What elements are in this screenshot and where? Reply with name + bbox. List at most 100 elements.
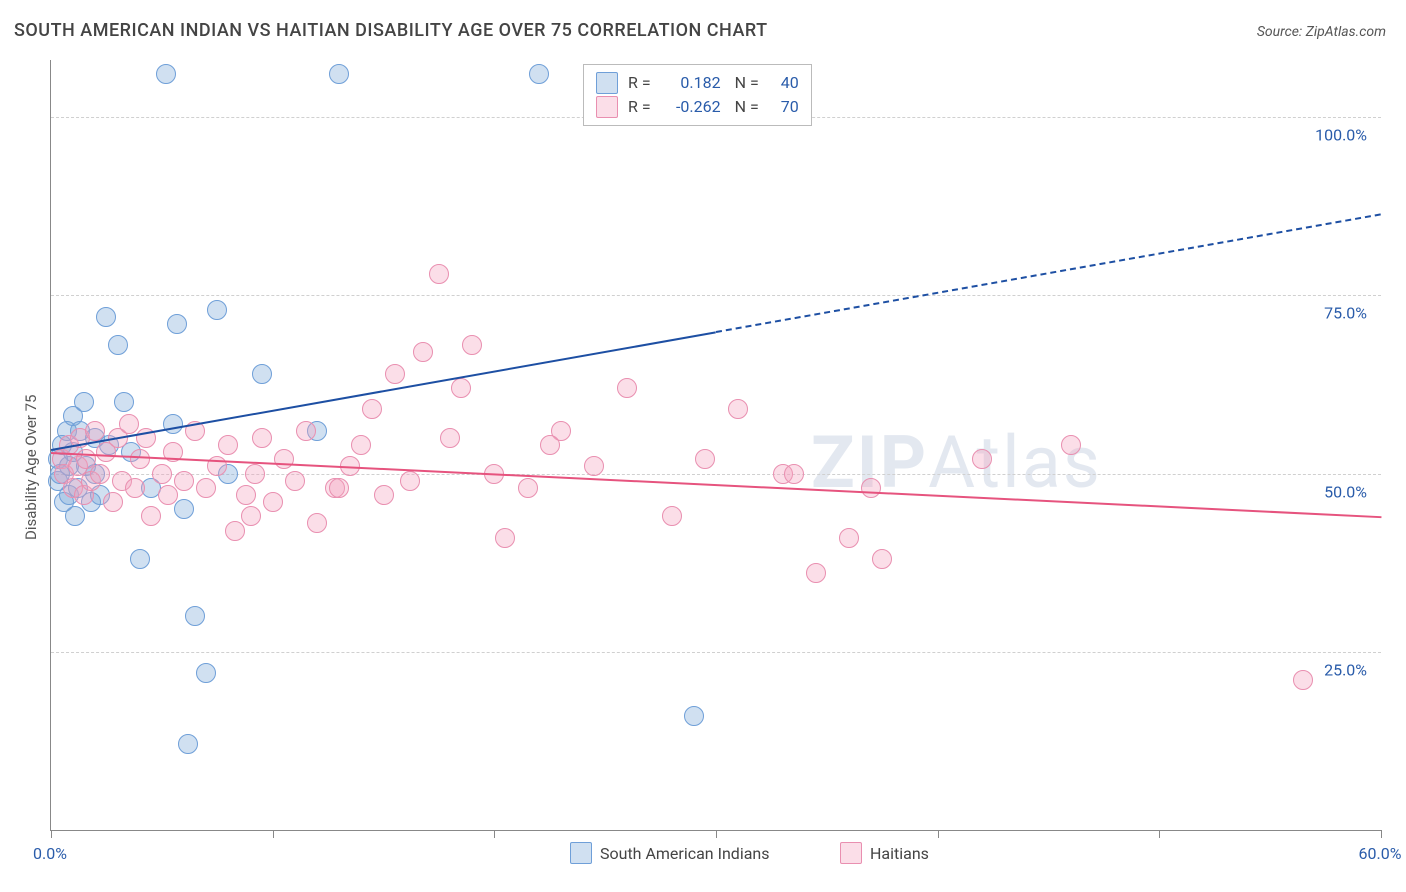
data-point [329, 64, 349, 84]
y-tick-label: 100.0% [1313, 126, 1369, 145]
trend-line [716, 213, 1381, 333]
data-point [1293, 670, 1313, 690]
data-point [174, 471, 194, 491]
plot-area: ZIPAtlas25.0%50.0%75.0%100.0%R =0.182 N … [50, 60, 1381, 831]
y-tick-label: 25.0% [1322, 660, 1369, 679]
data-point [529, 64, 549, 84]
data-point [684, 706, 704, 726]
data-point [518, 478, 538, 498]
data-point [178, 734, 198, 754]
stat-label-n: N = [731, 95, 759, 119]
y-tick-label: 50.0% [1322, 482, 1369, 501]
gridline [51, 652, 1381, 653]
legend-swatch [596, 72, 618, 94]
data-point [241, 506, 261, 526]
data-point [90, 464, 110, 484]
data-point [296, 421, 316, 441]
stats-row: R = -0.262 N = 70 [596, 95, 799, 119]
data-point [351, 435, 371, 455]
legend-swatch [570, 842, 592, 864]
data-point [196, 478, 216, 498]
data-point [695, 449, 715, 469]
data-point [584, 456, 604, 476]
data-point [103, 492, 123, 512]
legend-label: Haitians [870, 844, 929, 863]
data-point [662, 506, 682, 526]
data-point [362, 399, 382, 419]
data-point [225, 521, 245, 541]
data-point [167, 314, 187, 334]
x-tick [938, 830, 939, 838]
bottom-legend-item: South American Indians [570, 842, 770, 864]
data-point [125, 478, 145, 498]
data-point [440, 428, 460, 448]
x-tick [1381, 830, 1382, 838]
data-point [307, 513, 327, 533]
data-point [263, 492, 283, 512]
x-tick [273, 830, 274, 838]
data-point [156, 64, 176, 84]
x-tick-label: 60.0% [1359, 844, 1402, 863]
data-point [207, 300, 227, 320]
legend-swatch [840, 842, 862, 864]
data-point [158, 485, 178, 505]
stat-value-r: -0.262 [661, 95, 721, 119]
data-point [385, 364, 405, 384]
x-tick [494, 830, 495, 838]
legend-label: South American Indians [600, 844, 770, 863]
data-point [196, 663, 216, 683]
data-point [65, 506, 85, 526]
data-point [96, 307, 116, 327]
data-point [413, 342, 433, 362]
data-point [872, 549, 892, 569]
data-point [141, 506, 161, 526]
data-point [429, 264, 449, 284]
data-point [329, 478, 349, 498]
gridline [51, 295, 1381, 296]
data-point [839, 528, 859, 548]
data-point [617, 378, 637, 398]
stat-value-n: 70 [769, 95, 799, 119]
data-point [451, 378, 471, 398]
stats-legend: R = 0.182 N = 40 R = -0.262 N = 70 [583, 64, 812, 126]
data-point [861, 478, 881, 498]
x-tick [716, 830, 717, 838]
data-point [114, 392, 134, 412]
stat-label-n: N = [731, 71, 759, 95]
stat-value-n: 40 [769, 71, 799, 95]
bottom-legend-item: Haitians [840, 842, 929, 864]
data-point [784, 464, 804, 484]
data-point [462, 335, 482, 355]
x-tick [1159, 830, 1160, 838]
data-point [274, 449, 294, 469]
legend-swatch [596, 96, 618, 118]
trend-line [51, 331, 716, 451]
data-point [728, 399, 748, 419]
data-point [495, 528, 515, 548]
stat-label-r: R = [628, 71, 651, 95]
data-point [806, 563, 826, 583]
data-point [540, 435, 560, 455]
data-point [130, 549, 150, 569]
data-point [130, 449, 150, 469]
data-point [74, 392, 94, 412]
data-point [218, 435, 238, 455]
data-point [185, 606, 205, 626]
y-axis-title: Disability Age Over 75 [22, 395, 40, 540]
source-attribution: Source: ZipAtlas.com [1257, 24, 1386, 40]
data-point [119, 414, 139, 434]
data-point [252, 428, 272, 448]
y-tick-label: 75.0% [1322, 304, 1369, 323]
data-point [85, 421, 105, 441]
x-tick [51, 830, 52, 838]
stats-row: R = 0.182 N = 40 [596, 71, 799, 95]
data-point [252, 364, 272, 384]
stat-value-r: 0.182 [661, 71, 721, 95]
data-point [152, 464, 172, 484]
data-point [400, 471, 420, 491]
stat-label-r: R = [628, 95, 651, 119]
chart-title: SOUTH AMERICAN INDIAN VS HAITIAN DISABIL… [14, 20, 768, 41]
data-point [374, 485, 394, 505]
data-point [108, 335, 128, 355]
data-point [1061, 435, 1081, 455]
